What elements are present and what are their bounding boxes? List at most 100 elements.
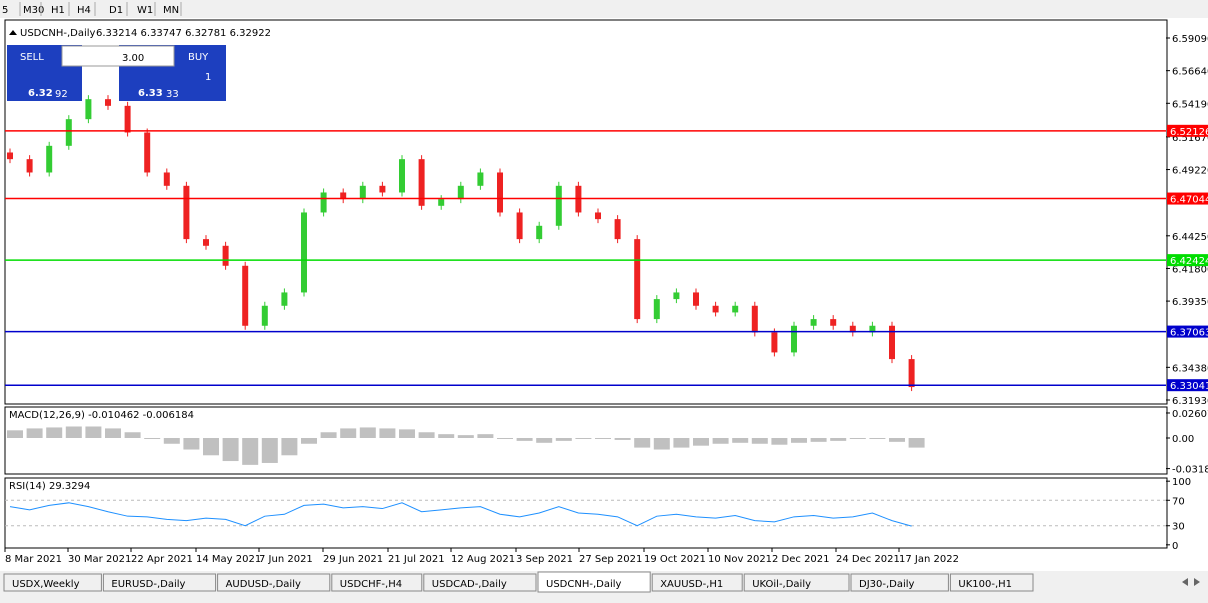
tab-label[interactable]: UK100-,H1 [958, 579, 1012, 590]
candle [536, 225, 543, 240]
tab-label[interactable]: USDCNH-,Daily [546, 579, 622, 590]
bid-big: 6.32 [28, 88, 53, 99]
candle [869, 325, 876, 333]
y-tick-label: -0.03187 [1172, 465, 1208, 476]
level-tag [1167, 379, 1208, 392]
macd-bar [399, 429, 415, 439]
level-tag [1167, 124, 1208, 137]
level-label: 6.42424 [1170, 256, 1208, 267]
x-tick-label: 7 Jun 2021 [259, 554, 313, 565]
candle [222, 245, 229, 266]
collapse-icon [9, 30, 17, 35]
level-tag [1167, 254, 1208, 267]
y-tick-label: 6.54190 [1172, 99, 1208, 110]
ask-main: 33 [166, 89, 179, 100]
chart-tab[interactable] [850, 573, 949, 592]
macd-bar [320, 432, 337, 439]
macd-bar [732, 438, 749, 443]
candle [26, 159, 33, 173]
chart-tab[interactable] [651, 573, 743, 592]
macd-bar [889, 438, 905, 442]
toolbar [0, 0, 1208, 18]
x-tick-label: 17 Jan 2022 [899, 554, 959, 565]
x-tick-label: 10 Nov 2021 [708, 554, 772, 565]
tab-label[interactable]: USDCHF-,H4 [340, 579, 402, 590]
period-button[interactable]: H1 [51, 5, 65, 16]
rsi-label: RSI(14) 29.3294 [9, 481, 90, 492]
buy-label: BUY [188, 52, 209, 63]
candle [830, 319, 837, 326]
candle [301, 212, 307, 293]
macd-bar [614, 438, 631, 440]
chart-tab[interactable] [102, 573, 217, 592]
candle [693, 292, 699, 306]
y-tick-label: 6.49220 [1172, 166, 1208, 177]
lot-field[interactable] [61, 45, 175, 67]
macd-bar [281, 438, 298, 456]
lot-value[interactable]: 3.00 [122, 53, 144, 64]
candle [653, 299, 660, 320]
period-button[interactable]: M30 [23, 5, 44, 16]
macd-bar [379, 428, 396, 439]
x-tick-label: 12 Aug 2021 [451, 554, 515, 565]
period-button[interactable]: D1 [109, 5, 123, 16]
x-tick-label: 19 Oct 2021 [644, 554, 706, 565]
macd-bar [712, 438, 729, 444]
tab-label[interactable]: USDCAD-,Daily [432, 579, 507, 590]
period-button[interactable]: H4 [77, 5, 91, 16]
tab-scroll-left[interactable] [1182, 578, 1188, 586]
chart-tab[interactable] [331, 573, 423, 592]
period-button[interactable]: W1 [137, 5, 153, 16]
tab-label[interactable]: AUDUSD-,Daily [226, 579, 301, 590]
chart-tab[interactable] [423, 573, 537, 592]
candle [810, 319, 817, 326]
candle [849, 325, 856, 333]
tab-label[interactable]: EURUSD-,Daily [111, 579, 185, 590]
y-tick-label: 100 [1172, 477, 1191, 488]
x-tick-label: 2 Dec 2021 [772, 554, 830, 565]
y-tick-label: 6.31930 [1172, 396, 1208, 407]
candle [457, 185, 464, 200]
candle [359, 185, 366, 200]
tab-label[interactable]: DJ30-,Daily [859, 579, 915, 590]
chart-tab[interactable] [3, 573, 102, 592]
tab-scroll-right[interactable] [1194, 578, 1200, 586]
level-label: 6.37063 [1170, 328, 1208, 339]
tab-label[interactable]: USDX,Weekly [12, 579, 80, 590]
candle [477, 172, 484, 186]
chart-tab[interactable] [949, 573, 1034, 592]
x-tick-label: 3 Sep 2021 [516, 554, 573, 565]
candle [281, 292, 288, 306]
chart-tab[interactable] [217, 573, 331, 592]
candle [555, 185, 562, 226]
y-tick-label: 30 [1172, 522, 1185, 533]
bid-main: 92 [55, 89, 68, 100]
tab-label[interactable]: UKOil-,Daily [752, 579, 811, 590]
candle [203, 239, 209, 246]
macd-bar [457, 435, 474, 439]
x-tick-label: 14 May 2021 [196, 554, 261, 565]
macd-bar [497, 438, 513, 440]
macd-bar [203, 438, 219, 456]
chart-tab[interactable] [743, 573, 850, 592]
candle [712, 305, 719, 313]
level-label: 6.47044 [1170, 195, 1208, 206]
period-button[interactable]: MN [163, 5, 179, 16]
tab-label[interactable]: XAUUSD-,H1 [660, 579, 723, 590]
macd-bar [340, 428, 357, 439]
macd-bar [222, 438, 239, 462]
chart-tab[interactable] [537, 571, 651, 593]
ohlc: 6.33214 6.33747 6.32781 6.32922 [96, 28, 271, 39]
macd-label: MACD(12,26,9) -0.010462 -0.006184 [9, 410, 194, 421]
x-tick-label: 22 Apr 2021 [131, 554, 193, 565]
period-button[interactable]: 5 [2, 5, 8, 16]
candle [340, 192, 347, 200]
macd-bar [183, 438, 200, 450]
macd-bar [653, 438, 670, 450]
y-tick-label: 6.41800 [1172, 264, 1208, 275]
candle [751, 305, 758, 333]
candle [614, 219, 621, 240]
candle [65, 119, 72, 146]
